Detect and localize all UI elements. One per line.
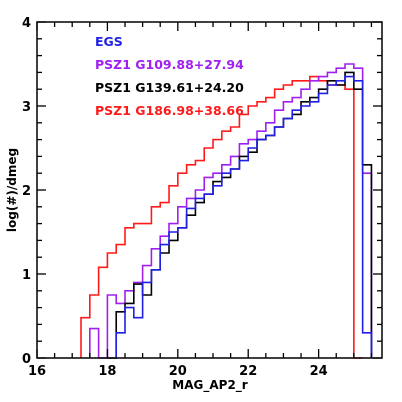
x-axis-label: MAG_AP2_r (172, 378, 248, 393)
legend: EGS PSZ1 G109.88+27.94 PSZ1 G139.61+24.20 P… (95, 34, 244, 118)
x-tick-label: 18 (98, 364, 116, 379)
series-line-3 (80, 75, 363, 359)
y-tick-label: 2 (22, 184, 31, 199)
legend-entry: PSZ1 G109.88+27.94 (95, 57, 244, 72)
x-tick-label: 24 (310, 364, 328, 379)
axes-layer: 16 18 20 22 24 0 1 2 3 4 (22, 16, 383, 379)
y-axis-label: log(#)/dmeg (5, 148, 19, 232)
y-tick-label: 1 (22, 268, 31, 283)
y-tick-label: 4 (22, 16, 31, 31)
y-tick-label: 0 (22, 352, 31, 367)
y-tick-label: 3 (22, 100, 31, 115)
legend-entry: EGS (95, 34, 123, 49)
x-tick-label: 16 (28, 364, 46, 379)
series-layer (80, 63, 373, 359)
legend-entry: PSZ1 G186.98+38.66 (95, 103, 244, 118)
x-tick-label: 22 (239, 364, 257, 379)
legend-entry: PSZ1 G139.61+24.20 (95, 80, 244, 95)
x-tick-label: 20 (169, 364, 187, 379)
series-line-0 (115, 75, 373, 358)
